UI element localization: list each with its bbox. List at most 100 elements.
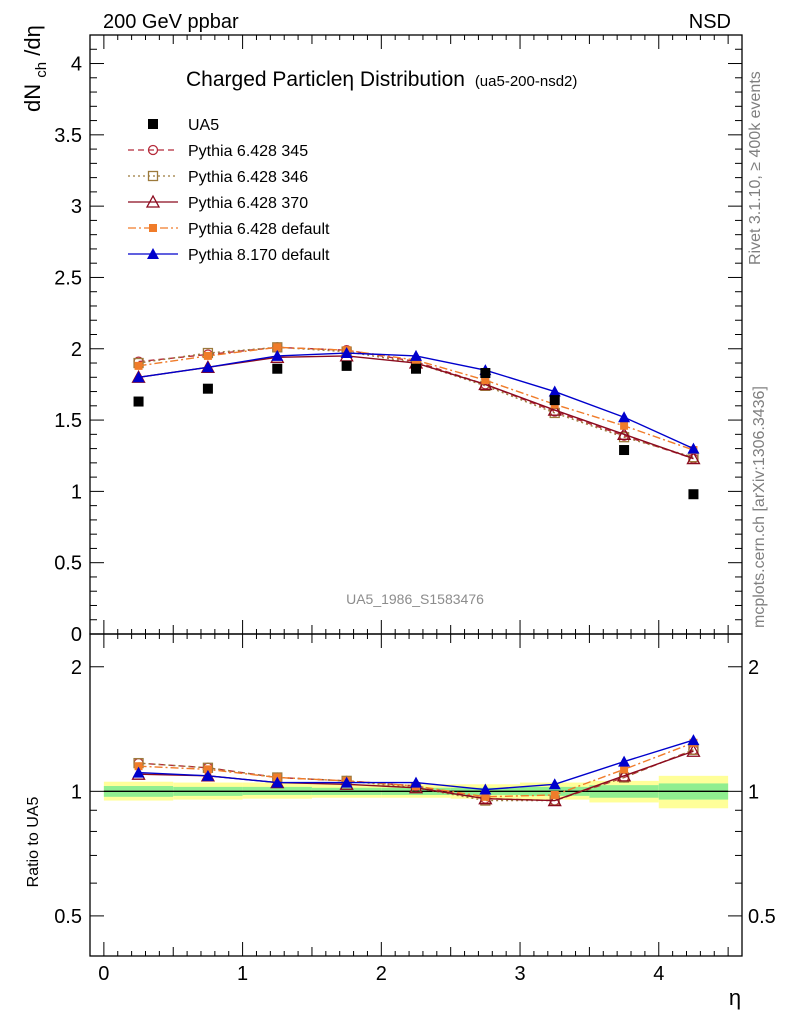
data-point [202, 383, 213, 394]
legend-label: Pythia 6.428 345 [188, 143, 308, 160]
y-tick-label: 4 [71, 54, 82, 76]
data-point [201, 361, 214, 373]
data-point [620, 421, 629, 430]
data-point [410, 349, 422, 361]
ratio-point [481, 792, 490, 801]
ratio-frame [89, 633, 743, 957]
legend-item: Pythia 6.428 345 [128, 143, 308, 160]
legend-label: Pythia 6.428 346 [188, 169, 308, 186]
mcplots-label: mcplots.cern.ch [arXiv:1306.3436] [751, 386, 768, 628]
watermark: UA5_1986_S1583476 [346, 591, 484, 607]
data-point [341, 360, 352, 371]
rivet-label: Rivet 3.1.10, ≥ 400k events [747, 71, 764, 265]
data-point [480, 368, 491, 379]
main-title: Charged Particleη Distribution (ua5-200-… [186, 68, 577, 91]
data-point [618, 411, 631, 423]
ratio-point [340, 776, 353, 788]
ratio-point [132, 766, 145, 778]
data-point [687, 442, 700, 454]
ratio-point [479, 783, 492, 795]
legend-label: UA5 [188, 117, 219, 134]
ratio-point [548, 778, 561, 790]
data-point [340, 347, 353, 359]
ratio-point [618, 755, 631, 767]
legend-marker [147, 170, 159, 182]
legend-label: Pythia 8.170 default [188, 247, 330, 264]
data-point [273, 343, 282, 352]
energy-label: 200 GeV ppbar [103, 11, 239, 33]
data-point [203, 351, 212, 360]
ratio-point [686, 743, 701, 757]
y-tick-label: 3.5 [54, 125, 82, 147]
ratio-y-tick-label: 2 [71, 657, 82, 679]
series-line [138, 346, 694, 458]
ratio-point [203, 765, 212, 774]
legend-marker [149, 224, 157, 232]
y-tick-label: 2.5 [54, 267, 82, 289]
y-tick-label: 1 [71, 481, 82, 503]
main-title-text: Charged Particleη Distribution [186, 68, 465, 91]
x-tick-label: 0 [98, 963, 109, 985]
main-ylabel: dN ch /dη [20, 25, 51, 112]
x-tick-label: 3 [514, 963, 525, 985]
ratio-y-tick-label-right: 2 [748, 657, 759, 679]
data-point [481, 376, 490, 385]
legend-marker [148, 119, 158, 129]
ratio-point [201, 769, 214, 781]
ratio-point [271, 776, 284, 788]
y-tick-label: 0 [71, 624, 82, 646]
legend-item: UA5 [148, 117, 219, 134]
data-point [549, 395, 560, 406]
y-tick-label: 0.5 [54, 553, 82, 575]
ratio-point [687, 734, 700, 746]
ylabel-main: dN [20, 84, 45, 112]
ratio-point [550, 790, 559, 799]
legend-label: Pythia 6.428 default [188, 221, 330, 238]
data-point [548, 385, 561, 397]
x-tick-label: 1 [237, 963, 248, 985]
ratio-y-tick-label: 0.5 [54, 906, 82, 928]
y-tick-label: 1.5 [54, 410, 82, 432]
ratio-point [616, 768, 632, 782]
data-point [616, 426, 632, 440]
series-ua5 [133, 360, 699, 500]
data-point [547, 402, 562, 416]
ratio-point [410, 776, 422, 788]
legend-item: Pythia 6.428 default [128, 221, 330, 238]
data-point [134, 361, 143, 370]
ratio-y-tick-label-right: 1 [748, 781, 759, 803]
x-tick-label: 4 [653, 963, 664, 985]
ratio-axes: 0.5 0.5 1 1 2 2 0 1 2 3 4 [54, 633, 776, 985]
y-tick-label: 2 [71, 339, 82, 361]
ratio-ylabel: Ratio to UA5 [25, 797, 42, 888]
ylabel-tail: /dη [20, 25, 45, 56]
main-series [131, 342, 701, 500]
ratio-line [138, 749, 694, 802]
ratio-point [620, 765, 629, 774]
legend-item: Pythia 6.428 346 [128, 169, 308, 186]
data-point [688, 489, 699, 500]
data-point [271, 349, 284, 361]
ratio-panel: 0.5 0.5 1 1 2 2 0 1 2 3 4 Ratio to UA5 η [25, 633, 776, 1010]
legend-item: Pythia 8.170 default [128, 247, 330, 264]
main-title-subtitle: (ua5-200-nsd2) [475, 73, 578, 90]
series-line [138, 346, 694, 460]
legend-marker [147, 144, 159, 156]
process-label: NSD [689, 11, 731, 33]
legend-marker [145, 194, 161, 208]
ratio-y-tick-label: 1 [71, 781, 82, 803]
main-panel: 0 0.5 1 1.5 2 2.5 3 3.5 4 Charged Particleη Dist… [20, 25, 743, 646]
ratio-y-tick-label-right: 0.5 [748, 906, 776, 928]
legend-label: Pythia 6.428 370 [188, 195, 308, 212]
data-point [133, 396, 144, 407]
x-tick-label: 2 [376, 963, 387, 985]
ratio-point [547, 793, 562, 807]
y-tick-label: 3 [71, 196, 82, 218]
legend-marker [147, 248, 159, 259]
legend: UA5 Pythia 6.428 345 Pythia 6.428 346 Pythi… [128, 117, 330, 264]
data-point [411, 363, 421, 374]
data-point [619, 445, 630, 456]
ratio-series [131, 734, 701, 807]
data-point [686, 451, 701, 465]
